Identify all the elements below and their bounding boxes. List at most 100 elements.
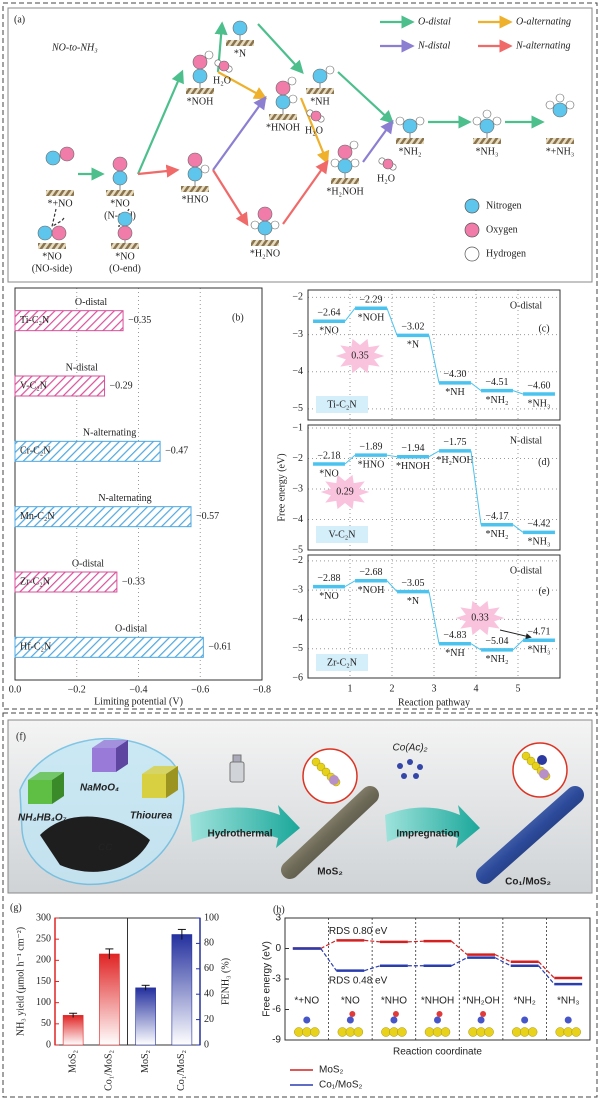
pathway-label: N-alternating [83,428,136,439]
surface-atom [424,1027,435,1037]
state-label: *NO [319,468,338,479]
y-tick-label: 0 [46,1039,51,1050]
x-tick-label: 2 [390,683,395,694]
limiting-potential: 0.29 [336,486,354,497]
category-label: Cr-C₂N [20,446,51,457]
species-label: *NO [42,251,61,262]
plot-frame [307,554,561,679]
limiting-burst [455,600,505,636]
atom [479,118,495,134]
byproduct-label: H₂O [377,173,395,184]
byproduct-label: H₂O [305,125,323,136]
surface-atom [294,1027,304,1037]
y-tick-label: -3 [272,974,281,985]
atom [200,164,210,174]
catalyst-label: Zr-C₂N [327,657,357,668]
panel-label: (b) [232,312,244,323]
atom [45,150,61,166]
y2-axis-label: FENH₃ (%) [220,958,231,1005]
value-label: −1.94 [401,443,424,454]
category-label: Ti-C₂N [20,315,49,326]
atom [337,144,353,160]
species-label: *HNO [182,194,209,205]
connector [470,450,482,525]
atom [117,211,133,227]
value-label: −2.68 [359,567,382,578]
connector [344,307,356,322]
cube-side [166,766,178,798]
atom-legend-label: Oxygen [486,224,518,235]
plot-frame [14,287,263,681]
pathway-arrow [282,159,329,225]
step-label: Impregnation [396,829,459,840]
pathway-label: O-distal [510,565,542,576]
y2-tick-label: 80 [204,938,214,949]
pathway-label: O-distal [75,297,107,308]
co-dot [413,773,419,779]
connector [320,939,337,950]
bar [135,987,156,1046]
co-dot [397,763,403,769]
carbon-cloth [40,816,150,872]
catalyst-box [316,396,368,413]
step-label: Hydrothermal [207,829,272,840]
y-tick-label: 300 [36,912,51,923]
atom-legend-swatch [464,198,480,214]
y-tick-label: −4 [292,514,303,525]
legend-label: Co₁/MoS₂ [319,1080,362,1091]
connector [512,390,524,395]
substrate [111,243,139,249]
adsorbate-atom [477,1016,485,1024]
y-tick-label: −2 [292,555,303,566]
y2-tick-label: 20 [204,1014,214,1025]
legend-label: N-alternating [515,40,570,51]
surface-atom [563,1027,573,1037]
value-label: −3.02 [401,322,424,333]
atom [565,100,575,110]
atom [312,68,328,84]
y-axis-label: Free energy (eV) [262,941,273,1017]
state-label: *HNOH [396,461,430,472]
state-label: *NH₃ [557,996,579,1007]
x-axis-label: Reaction pathway [398,697,470,708]
pathway-arrow [212,169,249,227]
connector [344,580,356,588]
value-label: −0.57 [196,511,219,522]
limiting-potential: 0.33 [471,612,489,623]
connector [451,957,468,967]
atom [492,116,502,126]
pathway-label: O-distal [115,624,147,635]
y-tick-label: 50 [41,1018,51,1029]
state-label: *N [407,340,419,351]
atom-legend-label: Hydrogen [486,248,526,259]
pathway-label: O-distal [72,558,104,569]
surface-atom [432,1027,443,1037]
atom [402,118,418,134]
bar [14,310,124,332]
connector [364,965,381,972]
category-label: V-C₂N [20,380,47,391]
atom [552,102,568,118]
value-label: −0.29 [110,380,133,391]
species-label: *N [234,48,246,59]
atom [117,225,133,241]
adsorbate-atom [390,1016,398,1024]
state-label: *NH [445,387,464,398]
cube-side [52,772,64,804]
atom [192,68,208,84]
state-label: *NH [445,648,464,659]
limiting-burst [320,474,370,510]
annotation: RDS 0.80 eV [329,926,388,937]
y2-tick-label: 40 [204,988,214,999]
panel-label: (g) [10,902,22,913]
legend-label: O-alternating [516,16,571,27]
y2-tick-label: 60 [204,963,214,974]
species-label: *NH₂ [399,146,422,157]
co-dot [407,759,413,765]
connector [386,454,398,458]
pathway-label: O-distal [510,300,542,311]
surface-atom [527,1027,538,1037]
connector [512,639,524,651]
state-label: *NH₂ [514,996,536,1007]
